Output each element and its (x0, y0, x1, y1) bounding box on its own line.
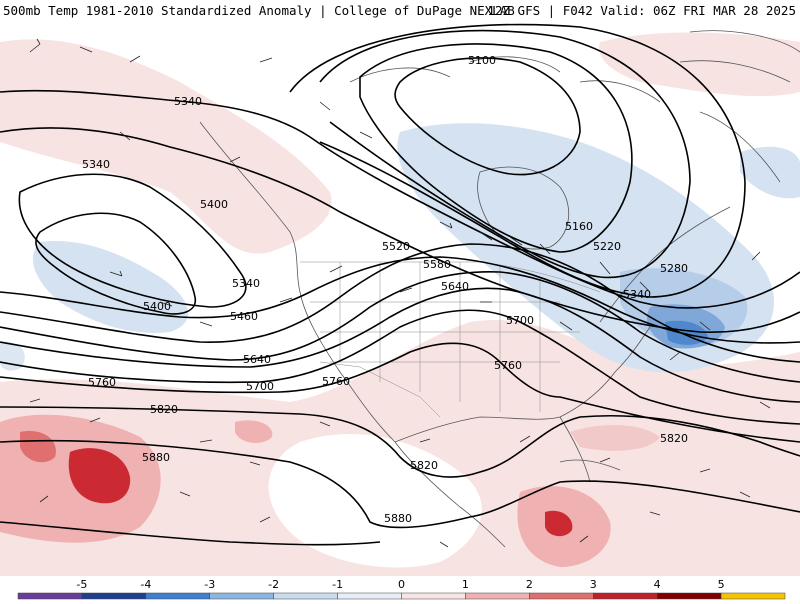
contour-label: 5700 (506, 314, 534, 327)
contour-label: 5220 (593, 240, 621, 253)
wind-barb (29, 38, 373, 163)
colorbar-tick-label: 3 (590, 578, 597, 591)
hudson-bay (477, 166, 569, 250)
colorbar-tick-label: 4 (654, 578, 661, 591)
contour-label: 5520 (382, 240, 410, 253)
coastlines (199, 30, 800, 548)
contour-5520 (0, 243, 800, 363)
hot-anomaly-core (68, 448, 131, 504)
contour-label: 5400 (143, 300, 171, 313)
colorbar-tick-label: -2 (268, 578, 279, 591)
gulf-coast (394, 326, 651, 443)
colorbar-tick-label: 1 (462, 578, 469, 591)
contour-5400-west (35, 212, 196, 315)
us-mexico-border (319, 361, 441, 418)
contour-label: 5100 (468, 54, 496, 67)
warm-anomaly-area (599, 32, 800, 97)
greenland (689, 30, 800, 183)
contour-label: 5640 (243, 353, 271, 366)
colorbar-segment (145, 592, 210, 600)
warm-anomaly-area (570, 425, 660, 451)
contour-5880 (0, 439, 800, 529)
arctic-islands (349, 56, 791, 103)
wind-barb (439, 221, 711, 361)
contour-label: 5700 (246, 380, 274, 393)
contour-label: 5160 (565, 220, 593, 233)
colorbar-segment (529, 592, 594, 600)
weather-map: 5100 5340 5340 5400 5520 5160 5220 5280 … (0, 23, 800, 576)
contour-label: 5400 (200, 198, 228, 211)
colorbar-segment (209, 592, 274, 600)
contour-5760 (0, 342, 800, 443)
contour-5220 (319, 29, 691, 279)
contour-label: 5760 (494, 359, 522, 372)
east-coast (559, 206, 731, 483)
contour-labels: 5100 5340 5340 5400 5520 5160 5220 5280 … (82, 54, 688, 525)
cold-anomaly-area (740, 146, 800, 199)
contour-label: 5280 (660, 262, 688, 275)
contour-label: 5760 (322, 375, 350, 388)
cold-anomaly-area (665, 320, 708, 345)
contour-5640 (0, 287, 800, 403)
contour-5400 (0, 127, 800, 334)
contour-5460 (0, 256, 800, 344)
warm-anomaly-area (235, 420, 273, 444)
warm-anomaly-area (20, 431, 56, 463)
wind-barb (39, 251, 771, 548)
contour-label: 5820 (410, 459, 438, 472)
contour-label: 5880 (384, 512, 412, 525)
contour-5280 (289, 23, 746, 298)
colorbar-tick-label: 2 (526, 578, 533, 591)
colorbar-segment (273, 592, 338, 600)
colorbar-tick-label: -4 (140, 578, 151, 591)
colorbar-tick-label: -1 (332, 578, 343, 591)
contour-5880-low (0, 521, 381, 546)
colorbar-tick-label: -5 (76, 578, 87, 591)
height-contours (0, 23, 800, 546)
state-lines (310, 262, 580, 412)
hot-anomaly-core (545, 510, 573, 537)
contour-label: 5340 (82, 158, 110, 171)
contour-label: 5340 (174, 95, 202, 108)
contour-5340-west (18, 173, 247, 308)
wind-barb (29, 398, 711, 473)
map-header: 500mb Temp 1981-2010 Standardized Anomal… (0, 0, 800, 22)
contour-5100 (394, 57, 581, 176)
colorbar-tick-label: -3 (204, 578, 215, 591)
colorbar-tick-label: 0 (398, 578, 405, 591)
wind-barb (109, 265, 573, 331)
contour-5700 (0, 309, 800, 425)
contour-label: 5340 (623, 288, 651, 301)
colorbar-segment (593, 592, 658, 600)
colorbar: -5 -4 -3 -2 -1 0 1 2 3 4 5 (0, 576, 800, 600)
colorbar-segment (17, 592, 83, 600)
model-run-info: 12Z GFS | F042 Valid: 06Z FRI MAR 28 202… (487, 3, 796, 18)
colorbar-segment (720, 592, 786, 600)
cuba (559, 459, 621, 471)
colorbar-segment (337, 592, 402, 600)
colorbar-segment (465, 592, 530, 600)
contour-label: 5460 (230, 310, 258, 323)
contour-5820 (0, 406, 800, 478)
contour-label: 5640 (441, 280, 469, 293)
wind-barbs (29, 38, 771, 548)
contour-label: 5880 (142, 451, 170, 464)
contour-5580 (0, 270, 800, 383)
contour-label: 5820 (660, 432, 688, 445)
contour-label: 5340 (232, 277, 260, 290)
warm-anomaly-area (268, 433, 482, 568)
colorbar-tick-label: 5 (718, 578, 725, 591)
anomaly-shading (0, 32, 800, 576)
colorbar-segment (656, 592, 722, 600)
contour-label: 5580 (423, 258, 451, 271)
contour-label: 5760 (88, 376, 116, 389)
contour-5160 (359, 43, 633, 253)
contour-5340 (0, 89, 800, 309)
colorbar-segment (401, 592, 466, 600)
contour-label: 5820 (150, 403, 178, 416)
north-america-coast (199, 121, 506, 548)
colorbar-segment (81, 592, 147, 600)
map-title: 500mb Temp 1981-2010 Standardized Anomal… (3, 3, 515, 18)
cold-anomaly-area (32, 241, 189, 333)
